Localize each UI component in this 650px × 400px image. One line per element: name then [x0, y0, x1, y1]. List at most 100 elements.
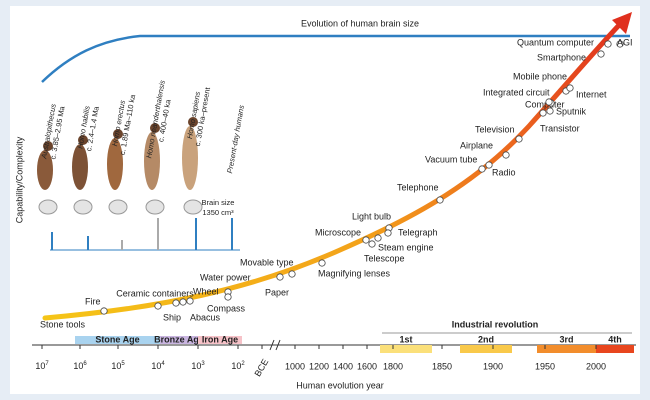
milestone-dot	[485, 161, 493, 169]
milestone-label: Television	[475, 124, 515, 134]
milestone-dot	[288, 270, 296, 278]
tick-exp: 5	[121, 361, 125, 367]
milestone-label: Stone tools	[40, 319, 86, 329]
revolution-band	[460, 345, 512, 353]
milestone-dot	[616, 40, 624, 48]
milestone-label: AGI	[617, 37, 633, 47]
milestone-dot	[545, 98, 553, 106]
milestone-label: Ship	[163, 312, 181, 322]
milestone-dot	[597, 50, 605, 58]
x-tick-label: 106	[73, 361, 87, 372]
milestone-dot	[374, 234, 382, 242]
y-axis-label: Capability/Complexity	[14, 136, 24, 223]
milestone-label: Vacuum tube	[425, 154, 477, 164]
tick-exp: 6	[83, 361, 87, 367]
milestone-label: Internet	[576, 89, 607, 99]
milestone-label: Quantum computer	[517, 37, 594, 47]
milestone-dot	[478, 165, 486, 173]
tick-exp: 4	[161, 361, 165, 367]
hominin-head	[78, 135, 88, 145]
age-label: Stone Age	[95, 334, 139, 344]
hominin-head	[188, 117, 198, 127]
x-tick-label: 1800	[383, 361, 403, 371]
milestone-label: Water power	[200, 272, 251, 282]
hominin-body	[144, 132, 160, 190]
x-tick-label: 2000	[586, 361, 606, 371]
x-tick-label: 104	[151, 361, 165, 372]
tick-exp: 7	[45, 361, 49, 367]
x-tick-label: 102	[231, 361, 245, 372]
revolution-phase: 3rd	[559, 334, 573, 344]
skull	[108, 199, 128, 215]
milestone-label: Sputnik	[556, 106, 587, 116]
revolution-band	[537, 345, 596, 353]
milestone-label: Radio	[492, 167, 516, 177]
skull	[183, 199, 203, 215]
revolution-band	[596, 345, 634, 353]
hominin-figures	[37, 117, 203, 215]
milestone-label: Fire	[85, 296, 101, 306]
milestone-dot	[502, 151, 510, 159]
milestone-dot	[566, 84, 574, 92]
x-axis-label: Human evolution year	[296, 380, 384, 390]
brain-size-label: Brain size	[202, 198, 235, 207]
age-label: Bronze Age	[154, 334, 204, 344]
x-tick-label: 107	[35, 361, 49, 372]
milestone-dot	[436, 196, 444, 204]
milestone-label: Telescope	[364, 253, 405, 263]
tick-base: 10	[73, 361, 83, 371]
milestone-label: Telegraph	[398, 227, 438, 237]
milestone-label: Telephone	[397, 182, 439, 192]
x-tick-label: 1950	[535, 361, 555, 371]
axis-break-mark	[269, 339, 281, 351]
milestone-dot	[179, 298, 187, 306]
tick-base: 10	[151, 361, 161, 371]
hominin-body	[107, 138, 123, 190]
age-band	[160, 336, 198, 344]
x-tick-label: 105	[111, 361, 125, 372]
milestone-label: Ceramic containers	[116, 288, 194, 298]
milestone-dot	[362, 236, 370, 244]
hominin-head	[113, 129, 123, 139]
milestone-label: Paper	[265, 287, 289, 297]
milestone-label: Microscope	[315, 227, 361, 237]
tick-base: 10	[111, 361, 121, 371]
age-band	[198, 336, 242, 344]
milestone-dot	[154, 302, 162, 310]
hominin-head	[43, 141, 53, 151]
x-tick-label: 1850	[432, 361, 452, 371]
brain-size-curve	[41, 34, 630, 83]
milestone-label: Airplane	[460, 140, 493, 150]
milestone-dot	[100, 307, 108, 315]
revolution-phase: 2nd	[478, 334, 494, 344]
milestone-label: Light bulb	[352, 211, 391, 221]
skull	[145, 199, 165, 215]
milestone-label: Steam engine	[378, 242, 434, 252]
arrow-head	[612, 12, 632, 34]
tick-base: 10	[231, 361, 241, 371]
milestone-dot	[546, 107, 554, 115]
milestone-dot	[384, 229, 392, 237]
revolution-title: Industrial revolution	[452, 319, 539, 329]
milestone-dot	[172, 299, 180, 307]
revolution-band	[380, 345, 432, 353]
skull	[38, 199, 58, 215]
milestone-label: Compass	[207, 303, 246, 313]
milestone-label: Integrated circuit	[483, 87, 550, 97]
tick-base: 10	[191, 361, 201, 371]
x-tick-label: 103	[191, 361, 205, 372]
milestone-dot	[224, 293, 232, 301]
brain-size-value: 1350 cm³	[202, 208, 234, 217]
milestone-label: Transistor	[540, 123, 580, 133]
milestone-dot	[276, 273, 284, 281]
milestone-dot	[318, 259, 326, 267]
hominin-body	[182, 126, 198, 190]
milestone-label: Mobile phone	[513, 71, 567, 81]
milestone-label: Wheel	[193, 286, 219, 296]
revolution-phase: 4th	[608, 334, 622, 344]
tick-exp: 3	[201, 361, 205, 367]
hominin-body	[72, 144, 88, 190]
skull	[73, 199, 93, 215]
milestone-dot	[515, 135, 523, 143]
